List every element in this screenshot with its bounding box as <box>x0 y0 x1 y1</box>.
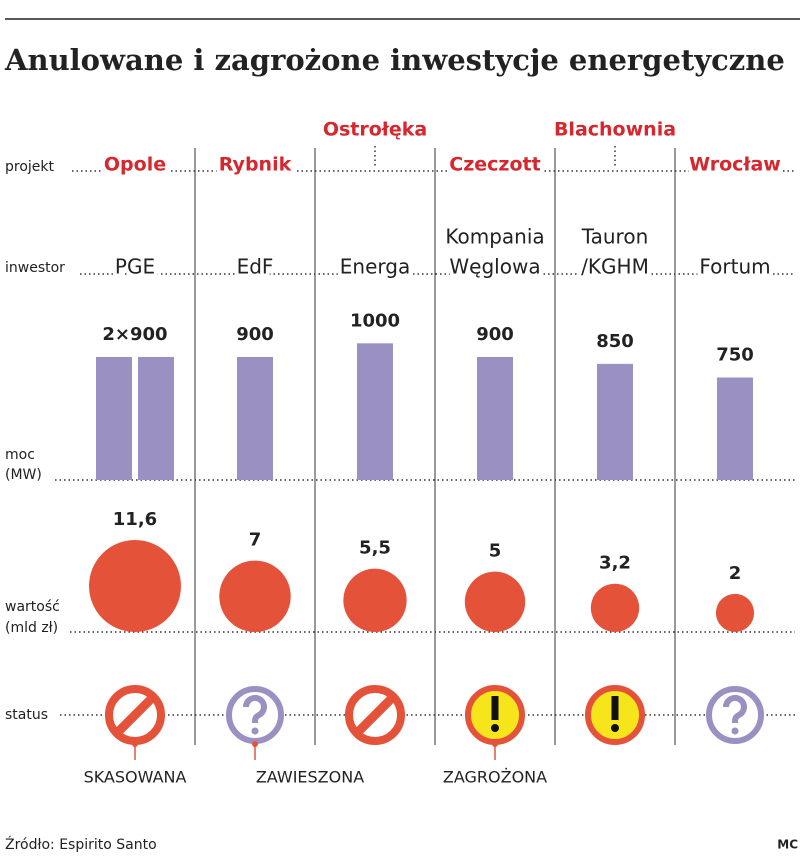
status-question <box>722 694 747 724</box>
power-bar <box>357 343 393 480</box>
investor-label: PGE <box>115 255 155 279</box>
power-label: 900 <box>236 324 274 345</box>
power-bar <box>717 377 753 480</box>
status-exclamation <box>491 696 499 720</box>
status-question-dot <box>731 727 739 735</box>
legend-dot <box>252 741 258 747</box>
row-label: inwestor <box>5 260 65 276</box>
value-label: 3,2 <box>599 553 631 574</box>
row-label: wartość <box>5 599 60 615</box>
investor-label: Kompania <box>445 225 544 249</box>
project-label: Czeczott <box>449 154 540 176</box>
investor-label: Fortum <box>699 255 770 279</box>
value-label: 5 <box>489 541 502 562</box>
legend-dot <box>492 741 498 747</box>
value-circle <box>343 568 407 633</box>
legend-dot <box>132 741 138 747</box>
status-question <box>242 694 267 724</box>
value-label: 2 <box>729 563 742 584</box>
legend-label: ZAWIESZONA <box>256 768 364 787</box>
row-label: (MW) <box>5 467 42 483</box>
legend-label: SKASOWANA <box>84 768 187 787</box>
power-bar <box>237 357 273 480</box>
power-bar <box>597 363 633 480</box>
status-exclamation <box>611 696 619 720</box>
row-label: projekt <box>5 159 55 175</box>
value-circle <box>219 560 291 632</box>
investor-label: Tauron <box>581 225 649 249</box>
value-label: 5,5 <box>359 538 391 559</box>
row-label: (mld zł) <box>5 620 58 636</box>
investor-label: Energa <box>340 255 410 279</box>
value-circle <box>464 571 526 633</box>
project-label: Ostrołęka <box>323 119 427 141</box>
investor-label: Węglowa <box>449 255 540 279</box>
value-label: 7 <box>249 530 262 551</box>
status-slash <box>352 692 398 738</box>
project-label: Blachownia <box>554 119 676 141</box>
power-bar <box>96 357 132 480</box>
power-bar <box>477 357 513 480</box>
power-bar <box>138 357 174 480</box>
row-label: status <box>5 707 48 723</box>
power-label: 900 <box>476 324 514 345</box>
value-label: 11,6 <box>113 509 157 530</box>
status-slash <box>112 692 158 738</box>
value-circle <box>590 583 640 632</box>
source: Źródło: Espirito Santo <box>5 835 157 853</box>
investor-label: /KGHM <box>581 255 649 279</box>
value-circle <box>715 593 755 633</box>
project-label: Opole <box>104 154 166 176</box>
status-exclamation-dot <box>611 724 619 732</box>
project-label: Rybnik <box>219 154 292 176</box>
status-question-dot <box>251 727 259 735</box>
project-label: Wrocław <box>689 154 781 176</box>
title: Anulowane i zagrożone inwestycje energet… <box>4 43 785 77</box>
row-label: moc <box>5 447 35 463</box>
legend-label: ZAGROŻONA <box>443 768 547 787</box>
investor-label: EdF <box>237 255 274 279</box>
value-circle <box>89 540 181 632</box>
credit: MC <box>777 838 798 852</box>
power-label: 750 <box>716 345 754 366</box>
power-label: 850 <box>596 331 634 352</box>
power-label: 2×900 <box>102 324 167 345</box>
power-label: 1000 <box>350 310 400 331</box>
status-exclamation-dot <box>491 724 499 732</box>
